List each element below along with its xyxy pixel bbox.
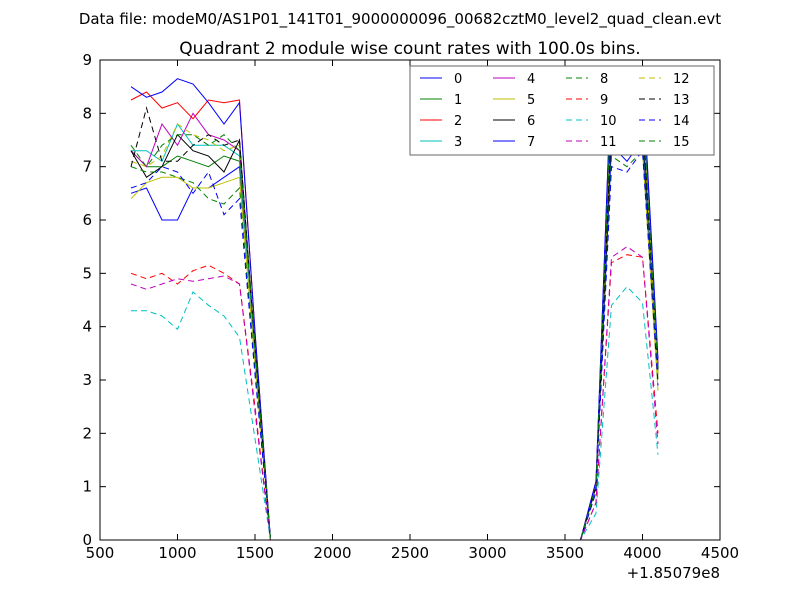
series-line-11 [130,246,659,541]
series-line-8 [130,149,659,541]
series-line-10 [131,285,659,541]
chart-title: Quadrant 2 module wise count rates with … [179,39,640,59]
legend-label-0: 0 [454,72,462,87]
y-tick-label: 7 [82,158,92,176]
legend-label-7: 7 [527,135,535,150]
legend-label-15: 15 [673,135,690,150]
legend-label-6: 6 [527,114,535,129]
series-line-6 [130,117,659,541]
legend-label-12: 12 [673,72,690,87]
x-tick-label: 4500 [701,544,739,562]
legend-label-4: 4 [527,72,535,87]
legend-label-13: 13 [673,93,690,108]
series-line-14 [130,149,659,541]
series-line-15 [130,91,659,541]
x-tick-label: 4000 [623,544,661,562]
y-tick-label: 1 [82,478,92,496]
y-tick-label: 2 [82,424,92,442]
chart-suptitle: Data file: modeM0/AS1P01_141T01_90000000… [79,10,721,29]
legend-label-2: 2 [454,114,462,129]
x-axis-offset-label: +1.85079e8 [627,564,720,582]
legend-label-9: 9 [600,93,608,108]
x-tick-label: 3000 [468,544,506,562]
legend-label-3: 3 [454,135,462,150]
legend-box [409,65,715,156]
series-line-2 [130,91,659,541]
y-tick-label: 3 [82,371,92,389]
y-tick-label: 8 [82,104,92,122]
x-axis: 500 1000 1500 2000 2500 3000 3500 4000 4500 [86,60,739,562]
x-tick-label: 2500 [391,544,429,562]
series-line-12 [130,106,659,541]
y-tick-label: 4 [82,318,92,336]
y-tick-label: 6 [82,211,92,229]
legend-label-14: 14 [673,114,690,129]
legend-label-1: 1 [454,93,462,108]
x-tick-label: 2000 [313,544,351,562]
legend-label-5: 5 [527,93,535,108]
series-line-13 [130,106,659,541]
x-tick-label: 1500 [236,544,274,562]
x-tick-label: 1000 [158,544,196,562]
legend-label-11: 11 [600,135,617,150]
series-line-9 [130,254,659,541]
legend-label-8: 8 [600,72,608,87]
y-tick-label: 5 [82,264,92,282]
x-tick-label: 500 [86,544,115,562]
legend-label-10: 10 [600,114,617,129]
y-tick-label: 9 [82,51,92,69]
series-line-0 [130,138,659,541]
y-tick-label: 0 [82,531,92,549]
x-tick-label: 3500 [546,544,584,562]
